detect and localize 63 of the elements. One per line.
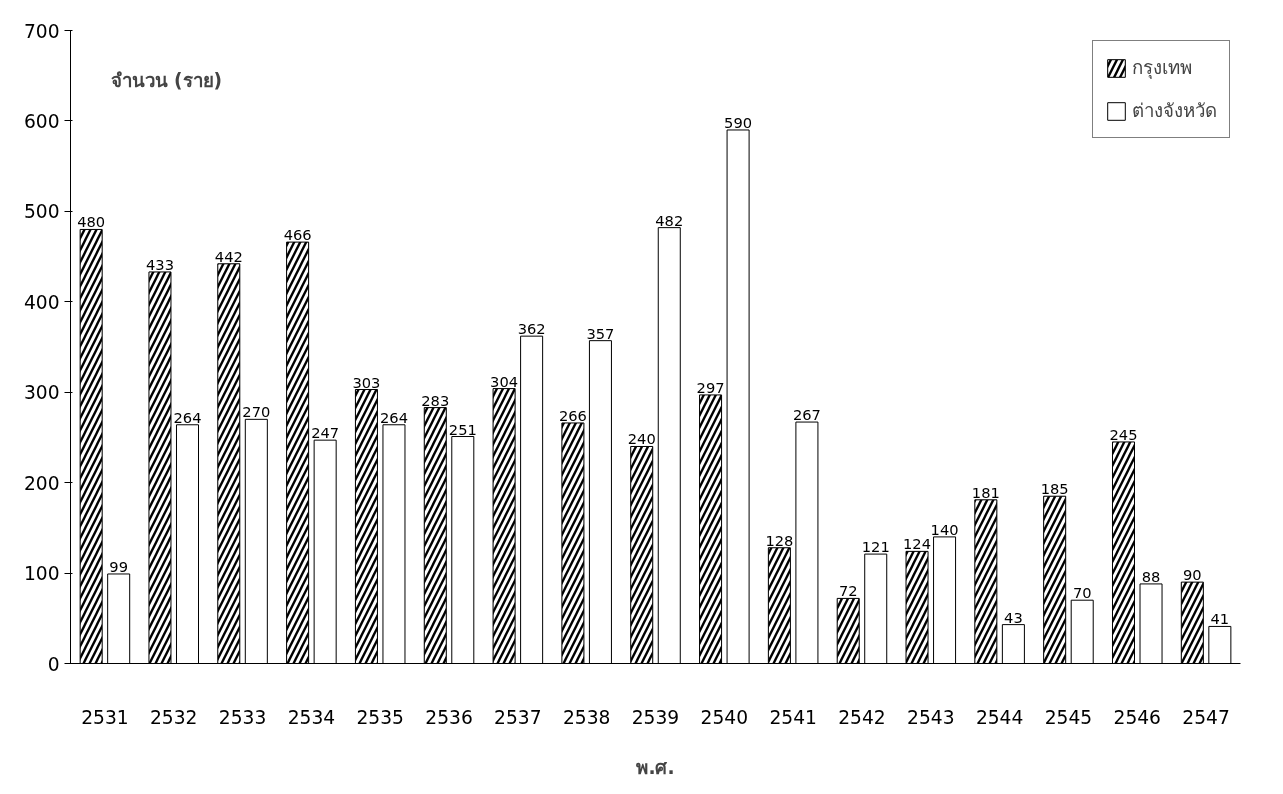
y-tick-label: 300 <box>23 382 60 404</box>
x-tick-label: 2538 <box>562 706 611 728</box>
data-label: 270 <box>242 403 271 421</box>
data-label: 283 <box>421 391 450 409</box>
x-tick-label: 2539 <box>631 706 680 728</box>
x-tick-label: 2547 <box>1182 706 1230 728</box>
x-tick-label: 2543 <box>907 706 955 728</box>
data-label: 41 <box>1210 610 1230 628</box>
x-tick-label: 2542 <box>838 706 886 728</box>
x-tick-label: 2536 <box>425 706 473 728</box>
y-tick-label: 600 <box>23 110 60 132</box>
data-label: 266 <box>558 406 587 424</box>
data-label: 90 <box>1183 566 1202 584</box>
data-label: 121 <box>861 538 890 556</box>
x-tick-label: 2540 <box>700 706 749 728</box>
legend-label: ต่างจังหวัด <box>1132 99 1217 123</box>
data-label: 590 <box>724 113 753 131</box>
x-tick-label: 2533 <box>218 706 267 728</box>
legend-label: กรุงเทพ <box>1132 56 1192 81</box>
data-label: 245 <box>1109 425 1138 443</box>
data-label: 99 <box>109 557 129 575</box>
data-label: 304 <box>490 372 519 390</box>
x-tick-label: 2537 <box>494 706 542 728</box>
x-tick-label: 2531 <box>81 706 129 728</box>
y-tick-label: 500 <box>23 201 60 223</box>
x-tick-label: 2535 <box>356 706 404 728</box>
y-tick-label: 700 <box>23 20 60 42</box>
data-label: 362 <box>517 320 546 338</box>
data-label: 303 <box>352 373 381 391</box>
data-label: 185 <box>1040 480 1069 498</box>
data-label: 480 <box>77 213 106 231</box>
x-tick-label: 2532 <box>150 706 198 728</box>
data-label: 43 <box>1004 608 1023 626</box>
data-label: 88 <box>1141 567 1161 585</box>
data-label: 247 <box>311 424 340 442</box>
data-label: 442 <box>214 247 243 265</box>
x-tick-label: 2534 <box>287 706 336 728</box>
x-tick-label: 2544 <box>975 706 1024 728</box>
x-tick-label: 2546 <box>1113 706 1162 728</box>
data-label: 267 <box>792 406 821 424</box>
y-tick-label: 400 <box>23 291 60 313</box>
x-axis-title: พ.ศ. <box>636 756 675 778</box>
data-label: 124 <box>903 535 932 553</box>
x-tick-label: 2545 <box>1044 706 1093 728</box>
data-label: 140 <box>930 520 959 538</box>
y-tick-label: 100 <box>23 563 60 585</box>
data-label: 264 <box>379 408 408 426</box>
y-tick-label: 0 <box>47 653 60 675</box>
data-label: 251 <box>448 420 477 438</box>
data-label: 433 <box>145 255 174 273</box>
y-axis-title: จำนวน (ราย) <box>110 69 223 91</box>
data-label: 264 <box>173 408 202 426</box>
data-label: 72 <box>838 582 858 600</box>
data-label: 70 <box>1072 584 1092 602</box>
data-label: 482 <box>655 211 684 229</box>
data-label: 128 <box>765 531 794 549</box>
data-label: 240 <box>627 430 656 448</box>
x-tick-label: 2541 <box>769 706 817 728</box>
data-label: 181 <box>971 483 1000 501</box>
y-tick-label: 200 <box>23 472 60 494</box>
data-label: 466 <box>283 226 312 244</box>
data-label: 297 <box>696 378 725 396</box>
data-label: 357 <box>586 324 615 342</box>
